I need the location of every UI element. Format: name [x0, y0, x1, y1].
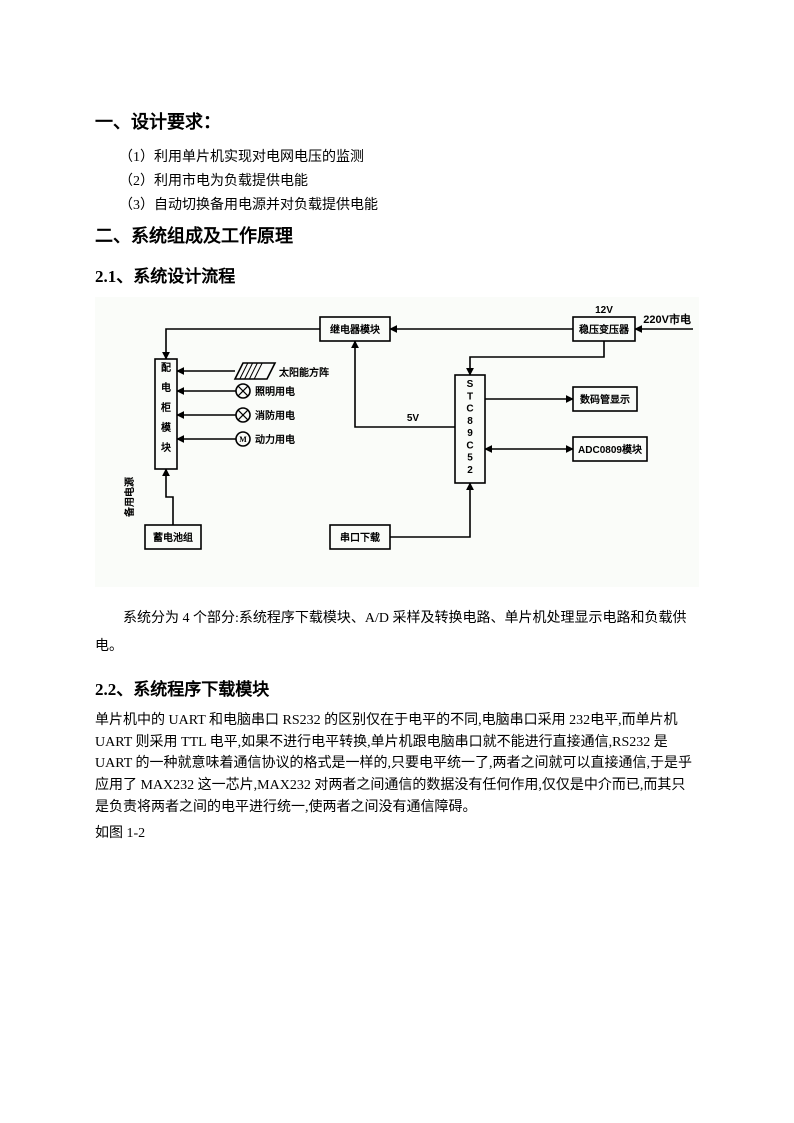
svg-text:数码管显示: 数码管显示	[580, 393, 630, 406]
svg-text:块: 块	[161, 441, 172, 454]
system-parts-paragraph: 系统分为 4 个部分:系统程序下载模块、A/D 采样及转换电路、单片机处理显示电…	[95, 605, 699, 661]
svg-text:C: C	[466, 404, 473, 415]
svg-text:串口下载: 串口下载	[340, 531, 380, 544]
svg-text:柜: 柜	[160, 401, 171, 414]
svg-text:模: 模	[161, 421, 172, 434]
svg-text:太阳能方阵: 太阳能方阵	[278, 366, 329, 379]
svg-text:5V: 5V	[407, 413, 420, 424]
svg-text:220V市电: 220V市电	[643, 312, 691, 326]
section-2-1-title: 2.1、系统设计流程	[95, 262, 699, 287]
section-2-title: 二、系统组成及工作原理	[95, 222, 699, 248]
svg-text:照明用电: 照明用电	[255, 385, 295, 398]
svg-text:C: C	[466, 440, 473, 451]
svg-text:M: M	[239, 435, 247, 444]
svg-text:配: 配	[161, 362, 171, 374]
svg-text:电: 电	[161, 381, 171, 394]
svg-text:9: 9	[467, 428, 473, 439]
figure-reference: 如图 1-2	[95, 822, 699, 842]
svg-text:8: 8	[467, 416, 473, 427]
uart-rs232-paragraph: 单片机中的 UART 和电脑串口 RS232 的区别仅在于电平的不同,电脑串口采…	[95, 710, 699, 818]
requirement-2: （2）利用市电为负载提供电能	[119, 170, 699, 190]
svg-text:备用电源: 备用电源	[123, 477, 136, 518]
svg-text:5: 5	[467, 453, 473, 464]
svg-text:蓄电池组: 蓄电池组	[153, 531, 193, 544]
svg-text:12V: 12V	[595, 305, 613, 316]
requirement-1: （1）利用单片机实现对电网电压的监测	[119, 146, 699, 166]
svg-text:T: T	[467, 391, 473, 402]
svg-text:S: S	[467, 379, 474, 390]
svg-text:继电器模块: 继电器模块	[330, 323, 381, 336]
section-1-title: 一、设计要求：	[95, 108, 699, 134]
svg-text:稳压变压器: 稳压变压器	[579, 323, 630, 336]
svg-text:ADC0809模块: ADC0809模块	[578, 443, 643, 456]
svg-text:动力用电: 动力用电	[255, 433, 295, 446]
svg-text:消防用电: 消防用电	[255, 409, 295, 422]
system-flow-diagram: 220V市电5V备用电源继电器模块稳压变压器12V配电柜模块STC89C52数码…	[95, 297, 699, 587]
section-2-2-title: 2.2、系统程序下载模块	[95, 675, 699, 700]
requirement-3: （3）自动切换备用电源并对负载提供电能	[119, 194, 699, 214]
svg-text:2: 2	[467, 465, 473, 476]
